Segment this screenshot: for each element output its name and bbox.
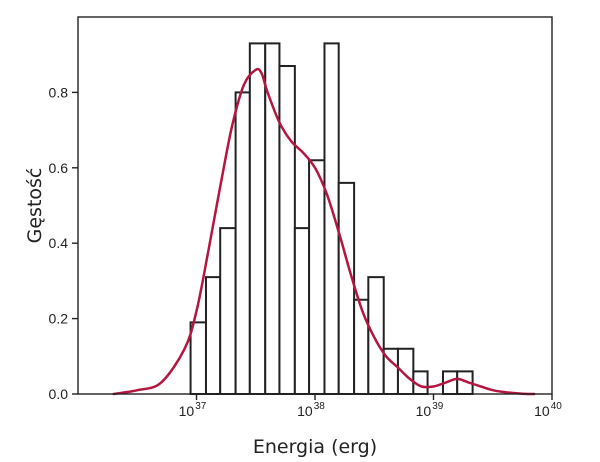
histogram-bars bbox=[189, 42, 474, 396]
x-tick-label: 1039 bbox=[416, 401, 444, 419]
histogram-bar-1 bbox=[189, 321, 207, 395]
y-axis-label: Gęstość bbox=[24, 168, 46, 244]
y-tick-label: 0.6 bbox=[49, 160, 69, 176]
y-tick-label: 0.8 bbox=[49, 84, 69, 100]
histogram-bar-6 bbox=[264, 42, 281, 395]
histogram-bar-8 bbox=[293, 227, 311, 395]
y-tick-label: 0.0 bbox=[49, 386, 69, 402]
histogram-bar-9 bbox=[308, 159, 326, 395]
histogram-bar-3 bbox=[219, 227, 237, 395]
density-curve bbox=[112, 67, 536, 396]
histogram-bar-13 bbox=[367, 276, 385, 396]
histogram-bar-2 bbox=[204, 276, 222, 396]
x-tick-label: 1037 bbox=[179, 401, 207, 419]
y-axis: 0.0 0.2 0.4 0.6 0.8 bbox=[49, 84, 78, 402]
y-tick-label: 0.2 bbox=[49, 311, 69, 327]
y-tick-label: 0.4 bbox=[49, 235, 69, 251]
x-axis-label: Energia (erg) bbox=[253, 436, 377, 458]
histogram-bar-4 bbox=[234, 91, 251, 396]
histogram-bar-11 bbox=[337, 181, 356, 395]
x-tick-label: 1038 bbox=[297, 401, 325, 419]
histogram-bar-5 bbox=[248, 42, 267, 395]
histogram-bar-7 bbox=[278, 65, 296, 395]
histogram-bar-10 bbox=[323, 42, 340, 395]
histogram-bar-12 bbox=[353, 298, 370, 395]
x-axis: 1037 1038 1039 1040 bbox=[179, 394, 562, 419]
x-tick-label: 1040 bbox=[534, 401, 562, 419]
